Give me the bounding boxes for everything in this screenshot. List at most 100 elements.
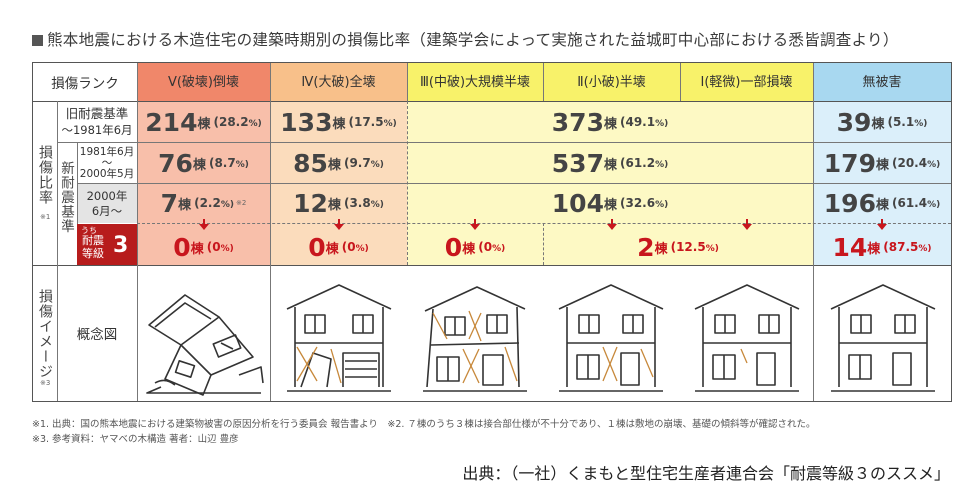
percent-sign: %) xyxy=(370,160,384,170)
grade3-col-iii-value: 0 棟 (0%) xyxy=(407,229,543,265)
value-number: 2 xyxy=(637,232,655,262)
header-col-none: 無被害 xyxy=(813,63,951,101)
col-divider-0 xyxy=(137,63,138,401)
new-row-label-bg xyxy=(77,183,137,223)
grade3-col-ii-i-value: 2 棟 (12.5%) xyxy=(543,229,813,265)
value-unit: 棟 xyxy=(603,157,617,173)
new-label-1: 2000年 xyxy=(86,188,128,203)
mid-col-none-value: 179 棟 (20.4%) xyxy=(813,143,951,183)
value-unit: 棟 xyxy=(875,157,889,173)
seismic-grade-3-badge: うち 耐震 等級 3 xyxy=(77,224,137,265)
value-number: 104 xyxy=(551,188,604,218)
header-divider xyxy=(33,101,951,102)
percent-sign: %) xyxy=(220,200,234,210)
col-divider-2b xyxy=(407,101,408,265)
header-col-v: Ⅴ(破壊)倒壊 xyxy=(137,63,270,101)
percent-sign: %) xyxy=(914,119,928,129)
down-arrow-icon xyxy=(334,219,344,231)
footnote-2: ※3. 参考資料：ヤマベの木構造 著者：山辺 豊彦 xyxy=(32,434,239,445)
row-divider-3 xyxy=(137,223,951,224)
value-unit: 棟 xyxy=(327,157,341,173)
figure-title: 熊本地震における木造住宅の建築時期別の損傷比率（建築学会によって実施された益城町… xyxy=(32,28,899,50)
value-percent: (20.4 xyxy=(891,156,928,170)
grade3-col-v-value: 0 棟 (0%) xyxy=(137,229,270,265)
percent-sign: %) xyxy=(705,244,719,254)
damage-image-label: 損傷イメージ xyxy=(37,289,53,379)
value-number: 373 xyxy=(551,107,604,137)
note-1-marker: ※1 xyxy=(40,213,51,221)
percent-sign: %) xyxy=(918,244,932,254)
percent-sign: %) xyxy=(383,119,397,129)
value-unit: 棟 xyxy=(603,116,617,132)
header-col-iii: Ⅲ(中破)大規模半壊 xyxy=(407,63,543,101)
value-number: 214 xyxy=(145,107,198,137)
value-percent: (32.6 xyxy=(619,196,656,210)
value-number: 179 xyxy=(823,148,876,178)
value-number: 0 xyxy=(173,232,191,262)
mid-label-2: 2000年5月 xyxy=(79,167,135,180)
percent-sign: %) xyxy=(927,160,941,170)
down-arrow-icon xyxy=(470,219,480,231)
value-unit: 棟 xyxy=(327,197,341,213)
col-divider-2a xyxy=(407,63,408,101)
badge-number: 3 xyxy=(113,233,129,258)
damage-ratio-text: 損傷比率 xyxy=(37,145,53,205)
value-unit: 棟 xyxy=(178,197,192,213)
new-col-iii-i-value: 104 棟 (32.6%) xyxy=(407,184,813,222)
value-percent: (9.7 xyxy=(343,156,371,170)
down-arrow-icon xyxy=(877,219,887,231)
value-number: 133 xyxy=(280,107,333,137)
value-unit: 棟 xyxy=(325,241,339,257)
mid-label-1: 1981年6月 xyxy=(79,145,135,158)
value-unit: 棟 xyxy=(603,197,617,213)
value-number: 85 xyxy=(293,148,328,178)
header-col-i: Ⅰ(軽微)一部損壊 xyxy=(680,63,813,101)
minor-damage-house-icon xyxy=(694,284,800,392)
new-standard-label: 新耐震基準 xyxy=(58,161,74,234)
value-number: 0 xyxy=(308,232,326,262)
partial-house-icon xyxy=(558,284,664,392)
new-period-label: 2000年 6月～ xyxy=(77,184,137,223)
percent-sign: %) xyxy=(370,200,384,210)
col-divider-3b xyxy=(543,223,544,265)
value-percent: (17.5 xyxy=(348,115,384,129)
large-partial-house-icon xyxy=(423,286,527,392)
value-percent: (87.5 xyxy=(883,240,919,254)
percent-sign: %) xyxy=(927,200,941,210)
concept-label: 概念図 xyxy=(76,327,118,343)
square-bullet-icon xyxy=(32,35,43,46)
value-unit: 棟 xyxy=(875,197,889,213)
badge-line-1: 耐震 xyxy=(82,234,104,247)
footnote-1: ※1. 出典：国の熊本地震における建築物被害の原因分析を行う委員会 報告書より … xyxy=(32,419,816,430)
row-divider-2 xyxy=(77,183,951,184)
percent-sign: %) xyxy=(655,160,669,170)
header-col-iv: Ⅳ(大破)全壊 xyxy=(270,63,407,101)
value-unit: 棟 xyxy=(197,116,211,132)
col-divider-1 xyxy=(270,63,271,401)
header-col-i-line2: 一部損壊 xyxy=(740,74,793,90)
value-percent: (0 xyxy=(341,240,356,254)
value-unit: 棟 xyxy=(654,241,668,257)
percent-sign: %) xyxy=(492,244,506,254)
header-col-iii-line1: Ⅲ(中破) xyxy=(419,74,466,90)
value-number: 7 xyxy=(160,188,179,218)
old-col-none-value: 39 棟 (5.1%) xyxy=(813,102,951,142)
percent-sign: %) xyxy=(220,244,234,254)
new-col-iv-value: 12 棟 (3.8%) xyxy=(270,184,407,222)
down-arrow-icon xyxy=(607,219,617,231)
header-col-ii-line1: Ⅱ(小破) xyxy=(577,74,620,90)
value-percent: (28.2 xyxy=(213,115,249,129)
value-unit: 棟 xyxy=(871,116,885,132)
new-col-v-value: 7 棟 (2.2%) ※2 xyxy=(137,184,270,222)
value-unit: 棟 xyxy=(332,116,346,132)
old-col-iv-value: 133 棟 (17.5%) xyxy=(270,102,407,142)
value-percent: (49.1 xyxy=(619,115,656,129)
value-percent: (3.8 xyxy=(343,196,371,210)
value-number: 0 xyxy=(444,232,463,262)
new-label-2: 6月～ xyxy=(91,203,123,218)
value-unit: 棟 xyxy=(190,241,204,257)
grade3-col-none-value: 14 棟 (87.5%) xyxy=(813,229,951,265)
value-unit: 棟 xyxy=(462,241,476,257)
header-col-iv-line2: 全壊 xyxy=(349,74,376,90)
mid-col-iii-i-value: 537 棟 (61.2%) xyxy=(407,143,813,183)
